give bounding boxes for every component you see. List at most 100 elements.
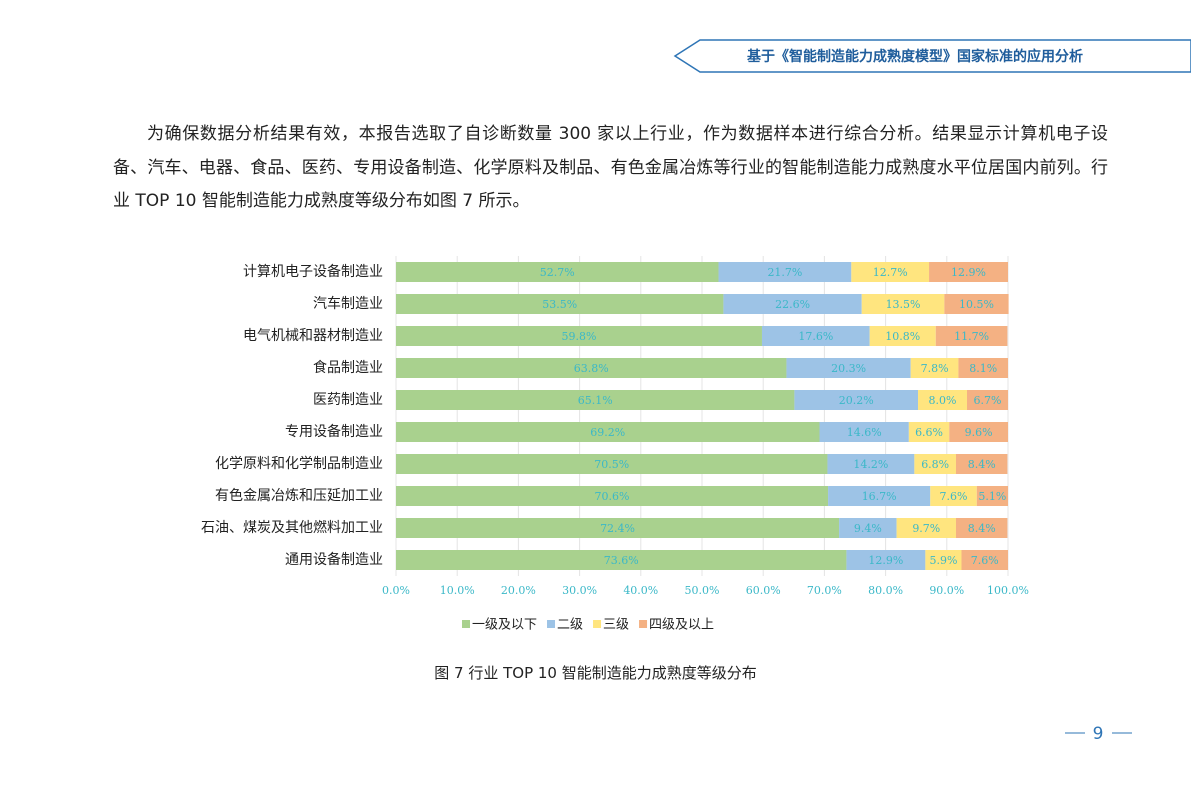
value-label: 63.8%: [574, 362, 609, 375]
bar-segment: [908, 422, 950, 442]
value-label: 10.5%: [959, 298, 994, 311]
value-label: 13.5%: [886, 298, 921, 311]
x-tick-label: 60.0%: [746, 584, 781, 597]
bar-segment: [718, 262, 852, 282]
bar-segment: [961, 550, 1008, 570]
bar-segment: [869, 326, 936, 346]
x-tick-label: 50.0%: [685, 584, 720, 597]
x-tick-label: 100.0%: [987, 584, 1029, 597]
bar-segment: [976, 486, 1008, 506]
category-label: 食品制造业: [313, 359, 383, 376]
value-label: 70.6%: [595, 490, 630, 503]
bar-segment: [396, 262, 719, 282]
category-label: 计算机电子设备制造业: [243, 263, 383, 280]
page-number: 9: [1093, 724, 1104, 744]
bar-segment: [955, 454, 1008, 474]
value-label: 12.9%: [951, 266, 986, 279]
bar-segment: [861, 294, 945, 314]
bar-segment: [966, 390, 1008, 410]
category-label: 石油、煤炭及其他燃料加工业: [201, 519, 383, 536]
category-label: 医药制造业: [313, 392, 383, 408]
value-label: 70.5%: [594, 458, 629, 471]
category-label: 通用设备制造业: [285, 551, 383, 568]
value-label: 14.6%: [847, 426, 882, 439]
bar-segment: [930, 486, 977, 506]
value-label: 20.2%: [839, 394, 874, 407]
category-label: 化学原料和化学制品制造业: [215, 456, 383, 472]
bar-segment: [827, 454, 915, 474]
x-tick-label: 10.0%: [440, 584, 475, 597]
bar-segment: [794, 390, 919, 410]
legend-label: 一级及以下: [472, 618, 537, 633]
paragraph: 为确保数据分析结果有效，本报告选取了自诊断数量 300 家以上行业，作为数据样本…: [113, 124, 1108, 211]
bar-segment: [396, 486, 829, 506]
bar-segment: [828, 486, 931, 506]
bar-segment: [918, 390, 967, 410]
value-label: 10.8%: [885, 330, 920, 343]
value-label: 9.4%: [854, 522, 882, 535]
legend-swatch: [593, 620, 602, 628]
legend-swatch: [547, 620, 556, 628]
bar-segment: [396, 294, 724, 314]
bar-segment: [786, 358, 911, 378]
bar-segment: [958, 358, 1008, 378]
value-label: 20.3%: [831, 362, 866, 375]
value-label: 8.1%: [969, 362, 997, 375]
bar-segment: [935, 326, 1008, 346]
category-label: 有色金属冶炼和压延加工业: [215, 487, 383, 504]
value-label: 7.6%: [940, 490, 968, 503]
value-label: 14.2%: [853, 458, 888, 471]
bar-segment: [910, 358, 959, 378]
value-label: 11.7%: [954, 330, 989, 343]
bar-segment: [914, 454, 956, 474]
bar-segment: [396, 550, 847, 570]
value-label: 7.8%: [921, 362, 949, 375]
bar-segment: [839, 518, 897, 538]
bar-segment: [944, 294, 1009, 314]
category-label: 汽车制造业: [313, 295, 383, 312]
legend-label: 三级: [603, 618, 629, 633]
bar-segment: [955, 518, 1008, 538]
category-label: 专用设备制造业: [285, 423, 383, 440]
bar-segment: [896, 518, 956, 538]
value-label: 17.6%: [798, 330, 833, 343]
bar-segment: [761, 326, 870, 346]
bar-segment: [396, 518, 840, 538]
caption: 图 7 行业 TOP 10 智能制造能力成熟度等级分布: [434, 664, 757, 682]
value-label: 7.6%: [971, 554, 999, 567]
x-tick-label: 30.0%: [562, 584, 597, 597]
x-tick-label: 80.0%: [868, 584, 903, 597]
value-label: 6.7%: [974, 394, 1002, 407]
x-tick-label: 0.0%: [382, 584, 410, 597]
x-tick-label: 90.0%: [929, 584, 964, 597]
header-title: 基于《智能制造能力成熟度模型》国家标准的应用分析: [747, 48, 1083, 65]
header-banner: [673, 39, 1191, 73]
bar-segment: [396, 358, 787, 378]
legend-swatch: [639, 620, 648, 628]
value-label: 69.2%: [590, 426, 625, 439]
value-label: 9.7%: [912, 522, 940, 535]
bar-segment: [929, 262, 1008, 282]
value-label: 22.6%: [775, 298, 810, 311]
legend-swatch: [462, 620, 470, 628]
value-label: 6.6%: [915, 426, 943, 439]
value-label: 8.4%: [968, 458, 996, 471]
value-label: 12.7%: [873, 266, 908, 279]
value-label: 5.9%: [929, 554, 957, 567]
bar-segment: [925, 550, 962, 570]
bar-segment: [396, 390, 795, 410]
bar-segment: [846, 550, 926, 570]
x-tick-label: 40.0%: [623, 584, 658, 597]
value-label: 65.1%: [578, 394, 613, 407]
bar-segment: [396, 422, 820, 442]
value-label: 12.9%: [868, 554, 903, 567]
bar-segment: [396, 454, 828, 474]
bar-segment: [949, 422, 1008, 442]
value-label: 53.5%: [542, 298, 577, 311]
category-label: 电气机械和器材制造业: [243, 328, 383, 344]
value-label: 5.1%: [978, 490, 1006, 503]
value-label: 73.6%: [604, 554, 639, 567]
bar-segment: [723, 294, 862, 314]
